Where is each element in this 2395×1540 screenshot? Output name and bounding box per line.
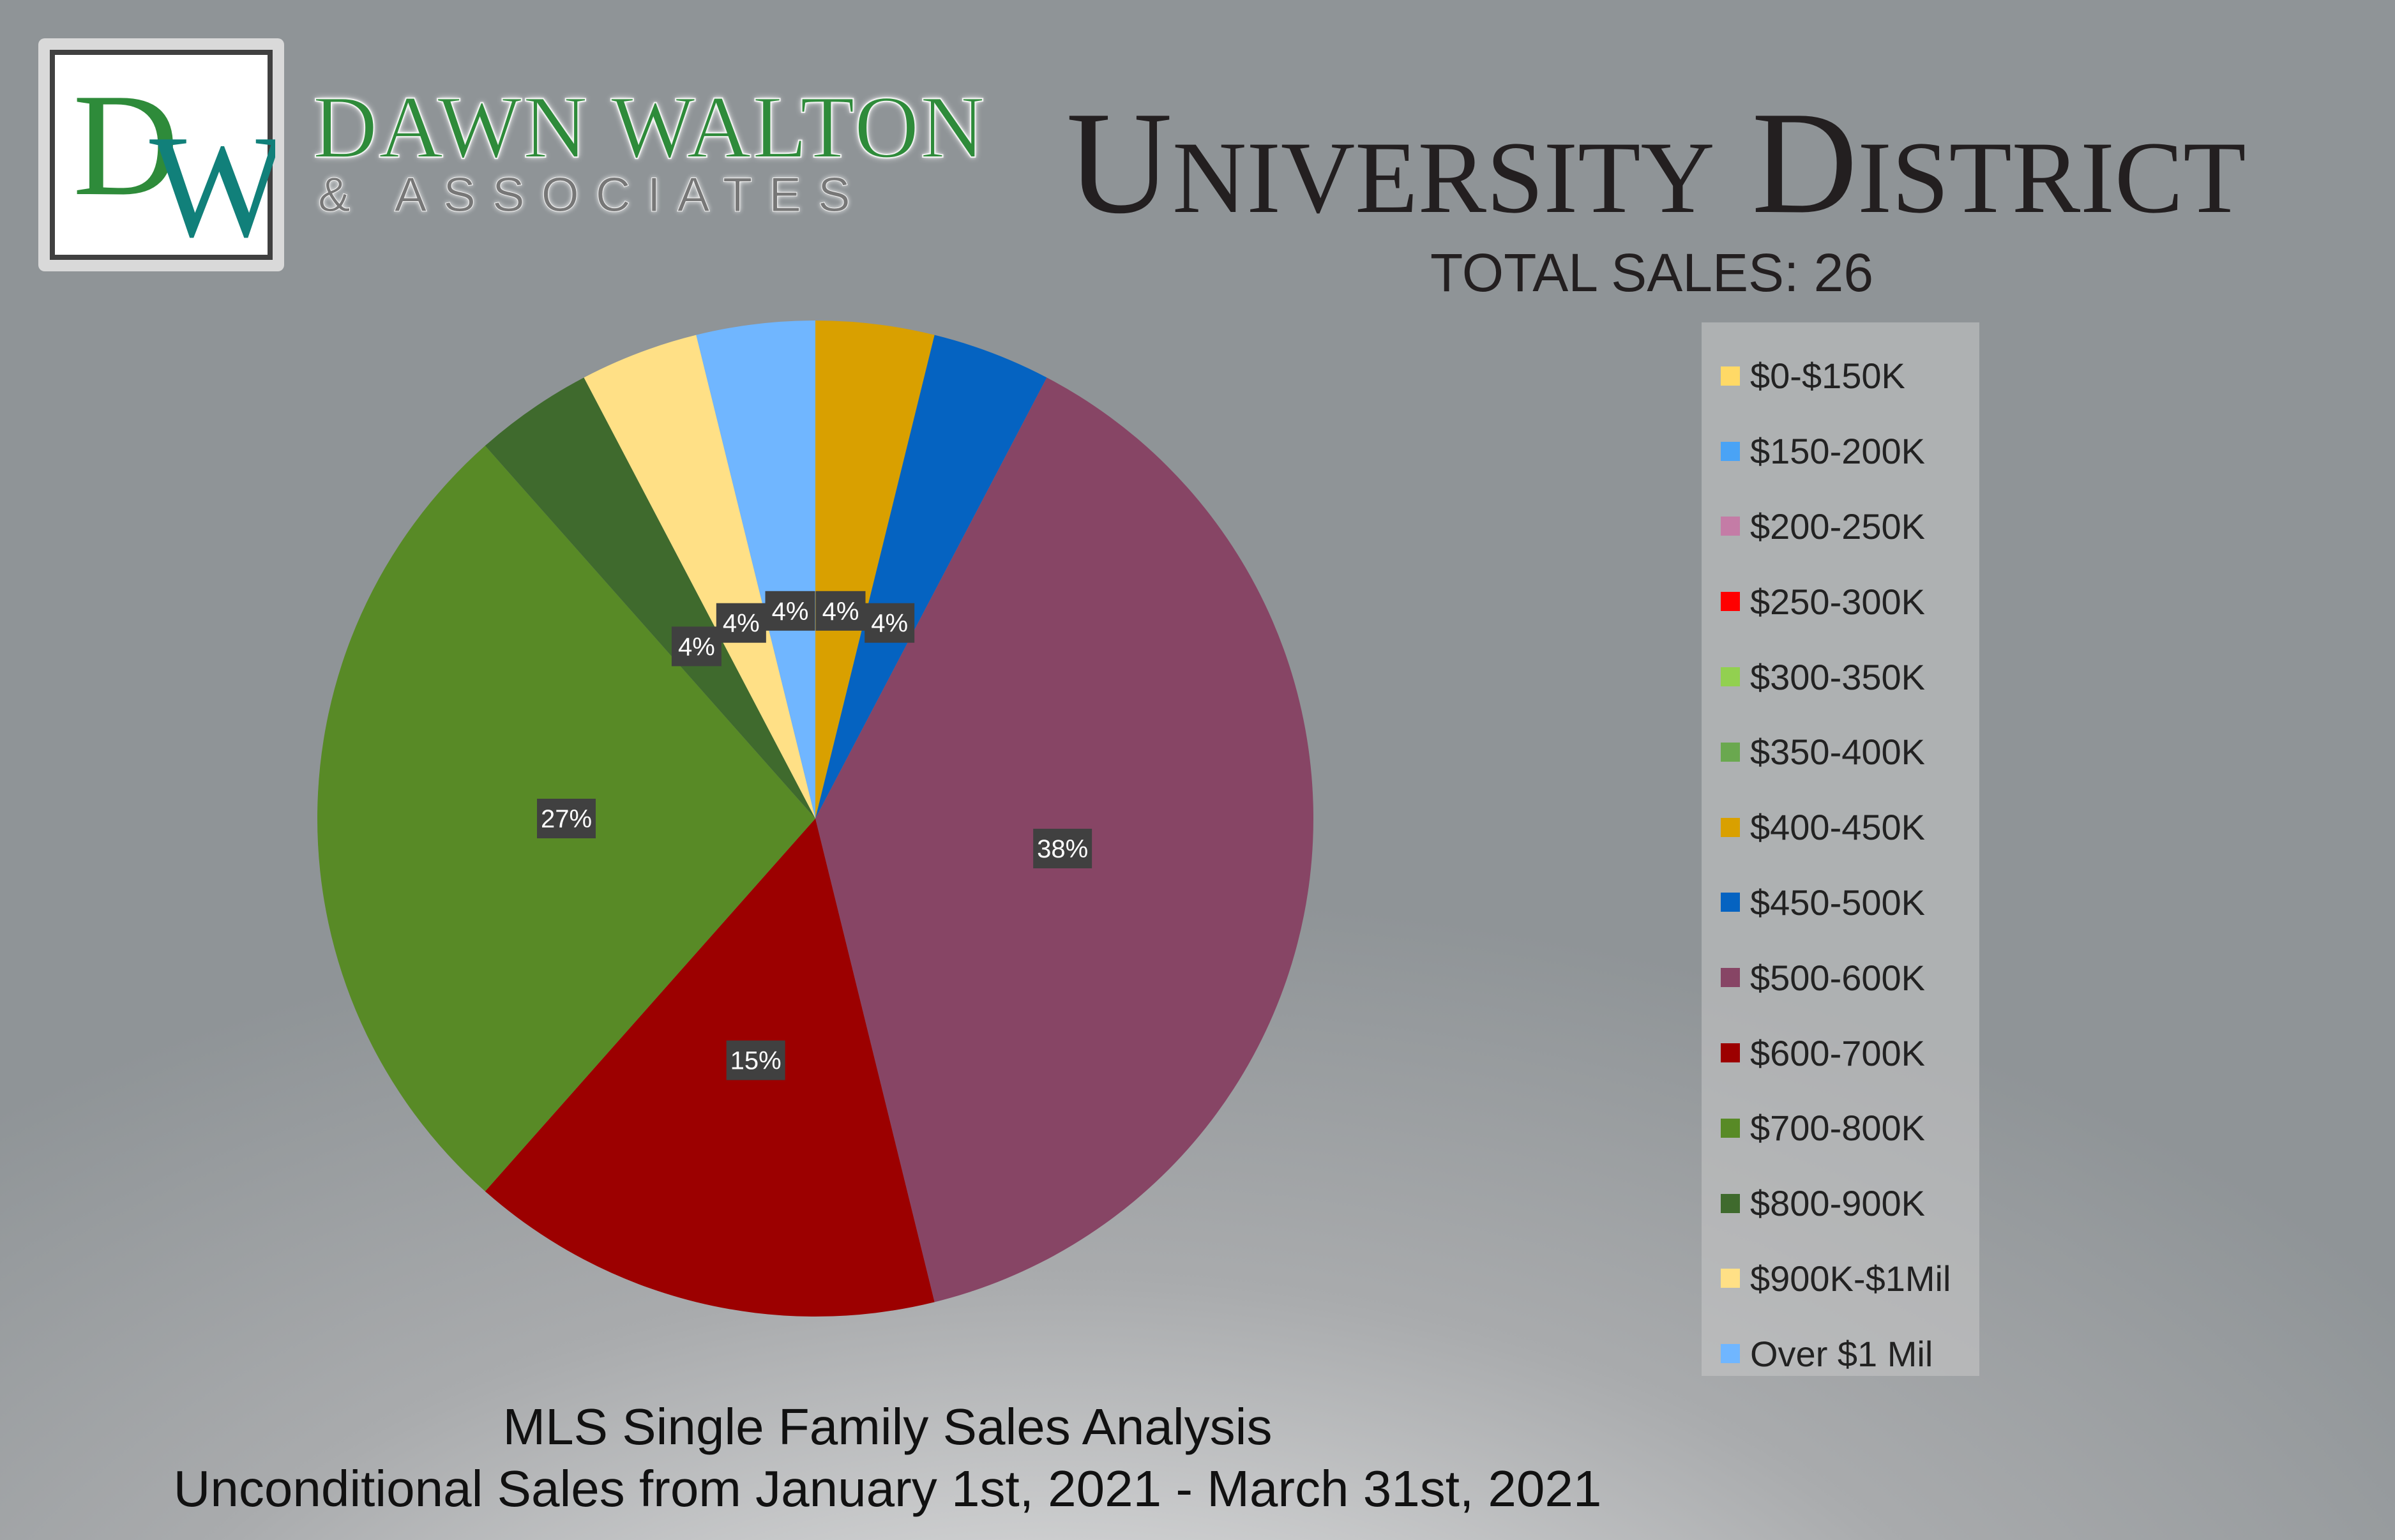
legend-item-250-300k: $250-300K — [1702, 564, 1979, 639]
data-label-700-800k: 27% — [537, 799, 596, 838]
data-label-400-450k: 4% — [815, 591, 866, 631]
footer-line-1: MLS Single Family Sales Analysis — [502, 1398, 1273, 1455]
legend-swatch — [1721, 1043, 1740, 1063]
legend-label: $500-600K — [1750, 957, 1926, 998]
footer-line-2: Unconditional Sales from January 1st, 20… — [173, 1460, 1602, 1517]
legend-swatch — [1721, 1118, 1740, 1138]
svg-text:D: D — [73, 63, 179, 226]
legend-item-800-900k: $800-900K — [1702, 1166, 1979, 1241]
legend-item-900k-1mil: $900K-$1Mil — [1702, 1241, 1979, 1317]
data-label-box — [865, 603, 915, 643]
data-label-text: 4% — [772, 598, 809, 626]
data-label-600-700k: 15% — [726, 1040, 785, 1080]
legend-swatch — [1721, 441, 1740, 461]
legend-item-0-150k: $0-$150K — [1702, 338, 1979, 414]
data-label-900k-1mil: 4% — [716, 603, 766, 643]
data-label-800-900k: 4% — [671, 626, 722, 667]
data-label-text: 4% — [871, 610, 908, 638]
data-label-box — [765, 591, 815, 631]
total-sales: TOTAL SALES: 26 — [1430, 243, 1874, 303]
data-label-text: 4% — [822, 598, 859, 626]
legend-swatch — [1721, 1344, 1740, 1364]
legend-swatch — [1721, 817, 1740, 837]
data-label-450-500k: 4% — [865, 603, 915, 643]
legend-swatch — [1721, 366, 1740, 386]
legend-label: Over $1 Mil — [1750, 1333, 1933, 1374]
legend-item-600-700k: $600-700K — [1702, 1015, 1979, 1091]
legend-swatch — [1721, 1269, 1740, 1288]
legend-label: $250-300K — [1750, 581, 1926, 622]
brand-name: DAWN WALTON — [312, 78, 986, 177]
data-label-text: 27% — [541, 805, 592, 833]
legend-item-400-450k: $400-450K — [1702, 790, 1979, 865]
brand-subtitle: & ASSOCIATES — [318, 168, 867, 222]
legend-label: $350-400K — [1750, 732, 1926, 773]
data-label-box — [537, 799, 596, 838]
pie-slice-800-900k — [485, 377, 815, 819]
data-label-500-600k: 38% — [1033, 829, 1092, 869]
legend-swatch — [1721, 667, 1740, 687]
legend-label: $400-450K — [1750, 807, 1926, 848]
legend-item-150-200k: $150-200K — [1702, 414, 1979, 489]
data-label-box — [1033, 829, 1092, 869]
chart-legend: $0-$150K $150-200K $200-250K $250-300K $300-… — [1702, 322, 1979, 1376]
legend-swatch — [1721, 742, 1740, 762]
legend-label: $150-200K — [1750, 431, 1926, 472]
pie-slice-over-1-mil — [696, 321, 815, 819]
legend-label: $300-350K — [1750, 656, 1926, 697]
pie-slice-400-450k — [815, 321, 935, 819]
data-label-over-1-mil: 4% — [765, 591, 815, 631]
legend-label: $600-700K — [1750, 1032, 1926, 1073]
legend-label: $0-$150K — [1750, 356, 1905, 396]
legend-item-over-1-mil: Over $1 Mil — [1702, 1316, 1979, 1391]
data-label-box — [716, 603, 766, 643]
legend-label: $450-500K — [1750, 882, 1926, 923]
data-label-text: 4% — [723, 610, 760, 638]
pie-chart: 4% 4% 38% 15% 27% 4% 4% 4% — [317, 321, 1313, 1317]
legend-label: $200-250K — [1750, 506, 1926, 547]
legend-swatch — [1721, 893, 1740, 912]
data-label-text: 4% — [678, 633, 715, 661]
legend-item-500-600k: $500-600K — [1702, 940, 1979, 1015]
legend-swatch — [1721, 517, 1740, 536]
page-title: University District — [1066, 81, 2246, 244]
legend-swatch — [1721, 968, 1740, 988]
brand-logo: D W — [38, 38, 284, 271]
pie-slice-450-500k — [815, 335, 1047, 819]
legend-label: $900K-$1Mil — [1750, 1258, 1951, 1299]
legend-item-200-250k: $200-250K — [1702, 489, 1979, 564]
legend-item-300-350k: $300-350K — [1702, 639, 1979, 714]
data-label-box — [815, 591, 866, 631]
legend-swatch — [1721, 592, 1740, 612]
data-label-text: 38% — [1037, 835, 1088, 863]
data-label-box — [726, 1040, 785, 1080]
legend-item-450-500k: $450-500K — [1702, 865, 1979, 940]
legend-item-700-800k: $700-800K — [1702, 1091, 1979, 1166]
legend-label: $700-800K — [1750, 1108, 1926, 1149]
legend-item-350-400k: $350-400K — [1702, 714, 1979, 790]
logo-mark: D W — [50, 50, 275, 262]
data-label-box — [671, 626, 722, 667]
svg-text:W: W — [149, 105, 275, 262]
data-label-text: 15% — [730, 1047, 782, 1075]
pie-slice-600-700k — [485, 819, 935, 1317]
pie-slice-900k-1mil — [584, 335, 815, 819]
legend-label: $800-900K — [1750, 1183, 1926, 1224]
legend-swatch — [1721, 1193, 1740, 1213]
